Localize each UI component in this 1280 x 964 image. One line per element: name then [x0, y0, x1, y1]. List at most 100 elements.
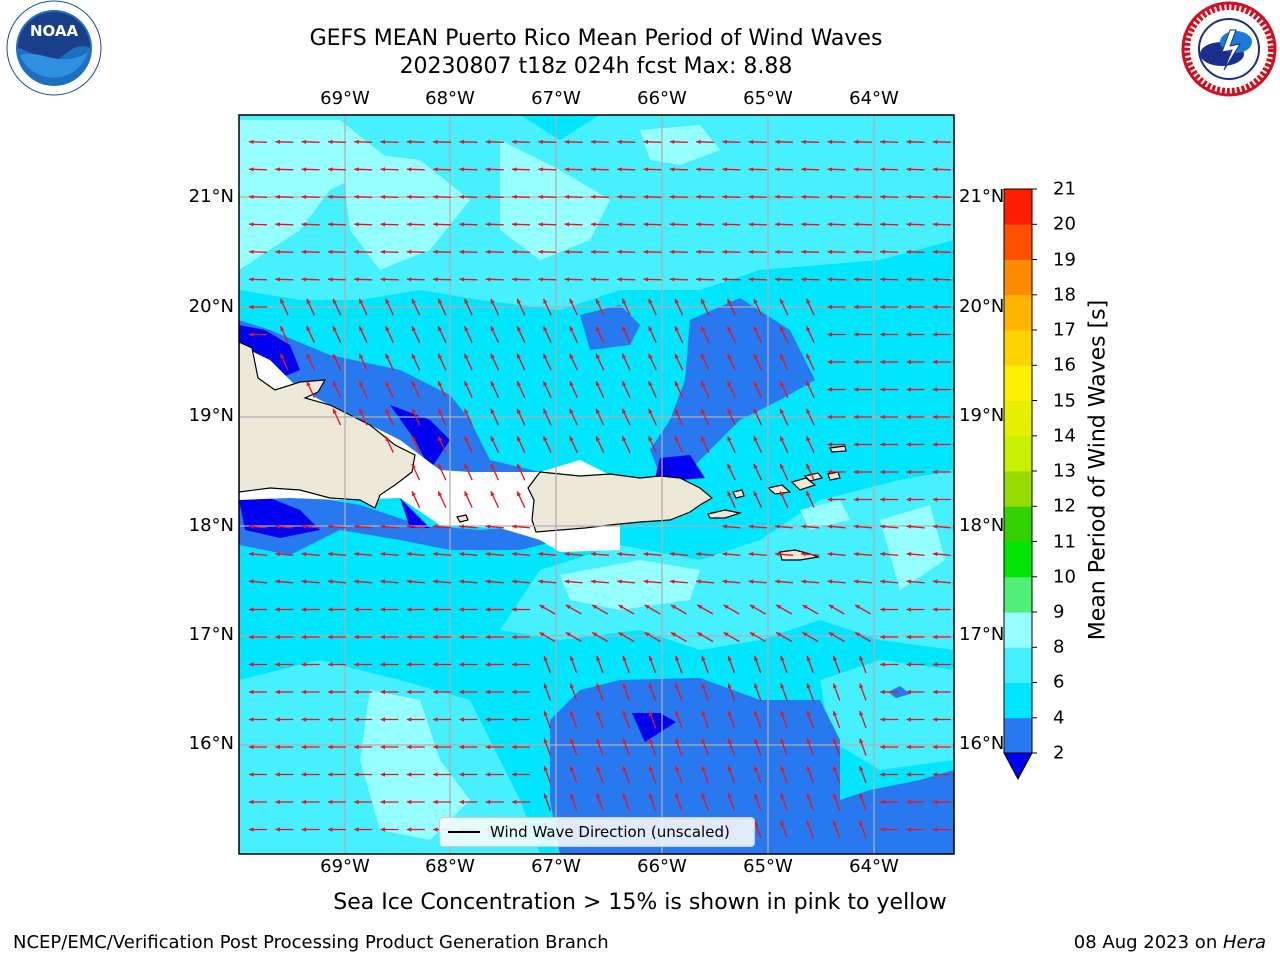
direction-arrow-head — [385, 381, 390, 387]
direction-arrow-head — [833, 738, 838, 744]
direction-arrow-head — [727, 408, 732, 414]
direction-arrow-head — [802, 605, 808, 610]
direction-arrow-head — [722, 277, 727, 282]
direction-arrow-head — [485, 139, 491, 144]
direction-arrow-head — [438, 436, 443, 442]
direction-arrow-head — [359, 381, 364, 387]
direction-arrow-head — [380, 772, 385, 777]
lat-label-right: 20°N — [959, 296, 1005, 317]
direction-arrow-head — [327, 139, 333, 144]
direction-arrow-head — [622, 793, 627, 799]
direction-arrow-head — [753, 326, 758, 332]
colorbar-label: Mean Period of Wind Waves [s] — [1085, 299, 1111, 641]
direction-arrow-head — [485, 551, 491, 557]
colorbar-tick: 8 — [1053, 636, 1065, 658]
direction-arrow-head — [675, 711, 680, 716]
direction-arrow-head — [853, 359, 859, 365]
direction-arrow-head — [806, 683, 811, 689]
direction-arrow-head — [906, 304, 911, 310]
period-below-2-region — [239, 325, 705, 742]
direction-arrow-head — [727, 738, 732, 744]
direction-arrow-head — [675, 738, 680, 744]
direction-arrow-head — [327, 524, 333, 529]
direction-arrow-head — [827, 249, 833, 254]
anegada — [829, 445, 847, 453]
lon-label-bottom: 67°W — [531, 856, 581, 877]
direction-arrow-head — [906, 799, 911, 805]
direction-arrow-head — [622, 298, 627, 304]
colorbar-tick: 19 — [1053, 249, 1076, 271]
direction-arrow-head — [833, 683, 838, 689]
direction-arrow-head — [906, 167, 912, 172]
direction-arrow-head — [459, 799, 464, 805]
direction-arrow-head — [701, 326, 706, 332]
direction-arrow-head — [490, 353, 495, 359]
direction-arrow-head — [538, 167, 543, 172]
direction-arrow-head — [617, 167, 622, 172]
direction-arrow-head — [775, 194, 780, 199]
direction-arrow-head — [359, 298, 364, 304]
direction-arrow-head — [538, 249, 543, 254]
direction-arrow-head — [596, 381, 600, 387]
direction-arrow-head — [327, 717, 333, 722]
direction-arrow-head — [543, 793, 548, 799]
direction-arrow-head — [648, 656, 653, 661]
direction-arrow-head — [674, 326, 679, 332]
direction-arrow-head — [880, 717, 885, 722]
direction-arrow-head — [643, 139, 649, 144]
direction-arrow-head — [275, 689, 280, 695]
direction-arrow-head — [669, 167, 675, 172]
direction-arrow-head — [485, 222, 491, 227]
direction-arrow-head — [748, 579, 754, 584]
direction-arrow-head — [380, 689, 385, 695]
direction-arrow-head — [569, 436, 574, 442]
direction-arrow-head — [275, 167, 280, 172]
direction-arrow-head — [648, 381, 653, 387]
direction-arrow-head — [512, 607, 517, 612]
direction-arrow-head — [464, 353, 469, 359]
direction-arrow-head — [906, 387, 911, 392]
direction-arrow-head — [932, 139, 938, 144]
direction-arrow-head — [301, 551, 307, 557]
lat-label-right: 18°N — [959, 515, 1005, 536]
direction-arrow-head — [354, 744, 359, 750]
direction-arrow-head — [748, 551, 754, 557]
direction-arrow-head — [301, 799, 307, 805]
direction-arrow-head — [512, 167, 517, 172]
direction-arrow-head — [301, 167, 307, 172]
direction-arrow-head — [564, 194, 570, 199]
direction-arrow-head — [569, 381, 574, 387]
direction-arrow-head — [380, 799, 385, 805]
direction-arrow-head — [464, 491, 469, 497]
colorbar-segment — [1004, 365, 1032, 401]
direction-arrow-head — [806, 738, 811, 744]
direction-arrow-head — [327, 689, 333, 695]
wind-wave-direction-arrows — [248, 139, 951, 839]
direction-arrow-head — [485, 689, 491, 695]
direction-arrow-head — [674, 408, 679, 414]
direction-arrow-head — [827, 469, 833, 475]
direction-arrow-head — [327, 799, 333, 805]
direction-arrow-head — [643, 222, 649, 227]
direction-arrow-head — [801, 277, 806, 282]
direction-arrow-head — [880, 662, 885, 667]
direction-arrow-head — [543, 766, 548, 771]
direction-arrow-head — [490, 408, 495, 414]
direction-arrow-head — [780, 821, 785, 826]
sea-ice-note: Sea Ice Concentration > 15% is shown in … — [333, 890, 947, 915]
direction-arrow-head — [569, 408, 574, 414]
direction-arrow-head — [464, 436, 469, 442]
direction-arrow-head — [723, 605, 729, 610]
direction-arrow-head — [801, 249, 806, 254]
direction-arrow-head — [827, 194, 833, 199]
direction-arrow-head — [459, 222, 464, 227]
direction-arrow-head — [727, 656, 732, 661]
direction-arrow-head — [327, 579, 333, 584]
direction-arrow-head — [333, 408, 337, 414]
direction-arrow-head — [275, 662, 280, 667]
direction-arrow-head — [570, 711, 575, 716]
direction-arrow-head — [301, 249, 307, 254]
direction-arrow-head — [853, 524, 859, 529]
direction-arrow-head — [411, 463, 416, 469]
